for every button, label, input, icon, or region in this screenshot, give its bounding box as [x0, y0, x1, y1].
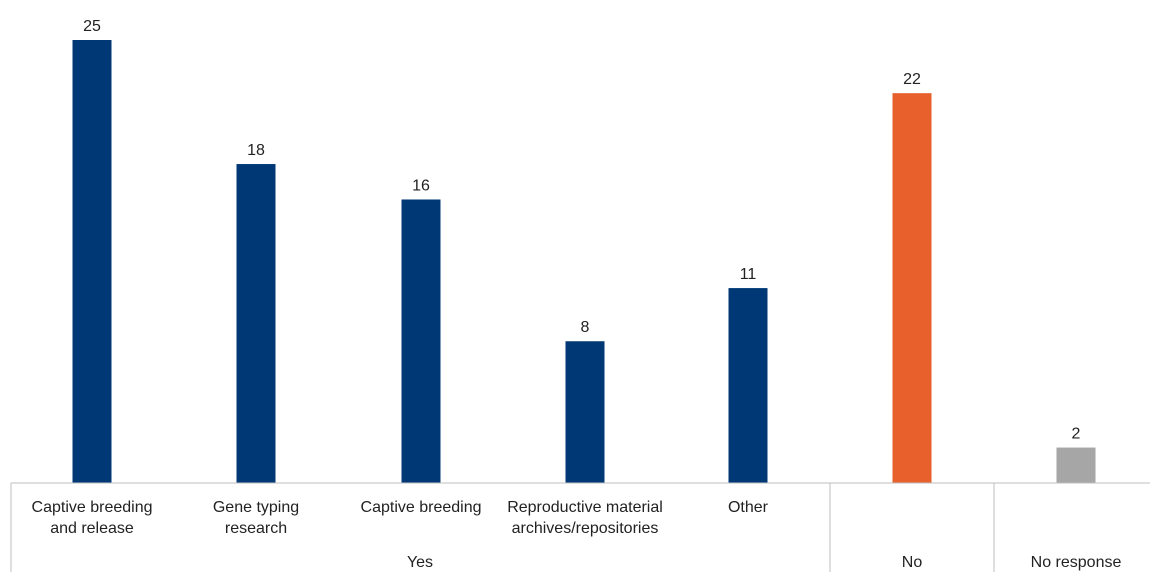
- category-label-2: Captive breeding: [361, 499, 482, 516]
- data-label-5: 22: [903, 71, 921, 88]
- bar-2: [401, 199, 441, 484]
- bar-1: [236, 164, 276, 484]
- category-label-3: Reproductive material archives/repositori…: [507, 499, 663, 537]
- data-label-1: 18: [247, 142, 265, 159]
- category-label-1: Gene typing research: [213, 499, 299, 537]
- data-label-6: 2: [1072, 426, 1081, 443]
- data-label-2: 16: [412, 177, 430, 194]
- bar-5: [892, 93, 932, 483]
- data-label-0: 25: [83, 18, 101, 35]
- data-label-4: 11: [740, 266, 757, 283]
- group-label-2: No response: [1031, 554, 1122, 571]
- bar-6: [1056, 447, 1096, 483]
- category-label-0: Captive breeding and release: [32, 499, 153, 537]
- bar-3: [565, 341, 605, 483]
- bar-4: [728, 288, 768, 483]
- group-label-1: No: [902, 554, 923, 571]
- group-label-0: Yes: [407, 554, 433, 571]
- data-label-3: 8: [581, 319, 590, 336]
- category-label-4: Other: [728, 499, 769, 516]
- bar-0: [72, 40, 112, 483]
